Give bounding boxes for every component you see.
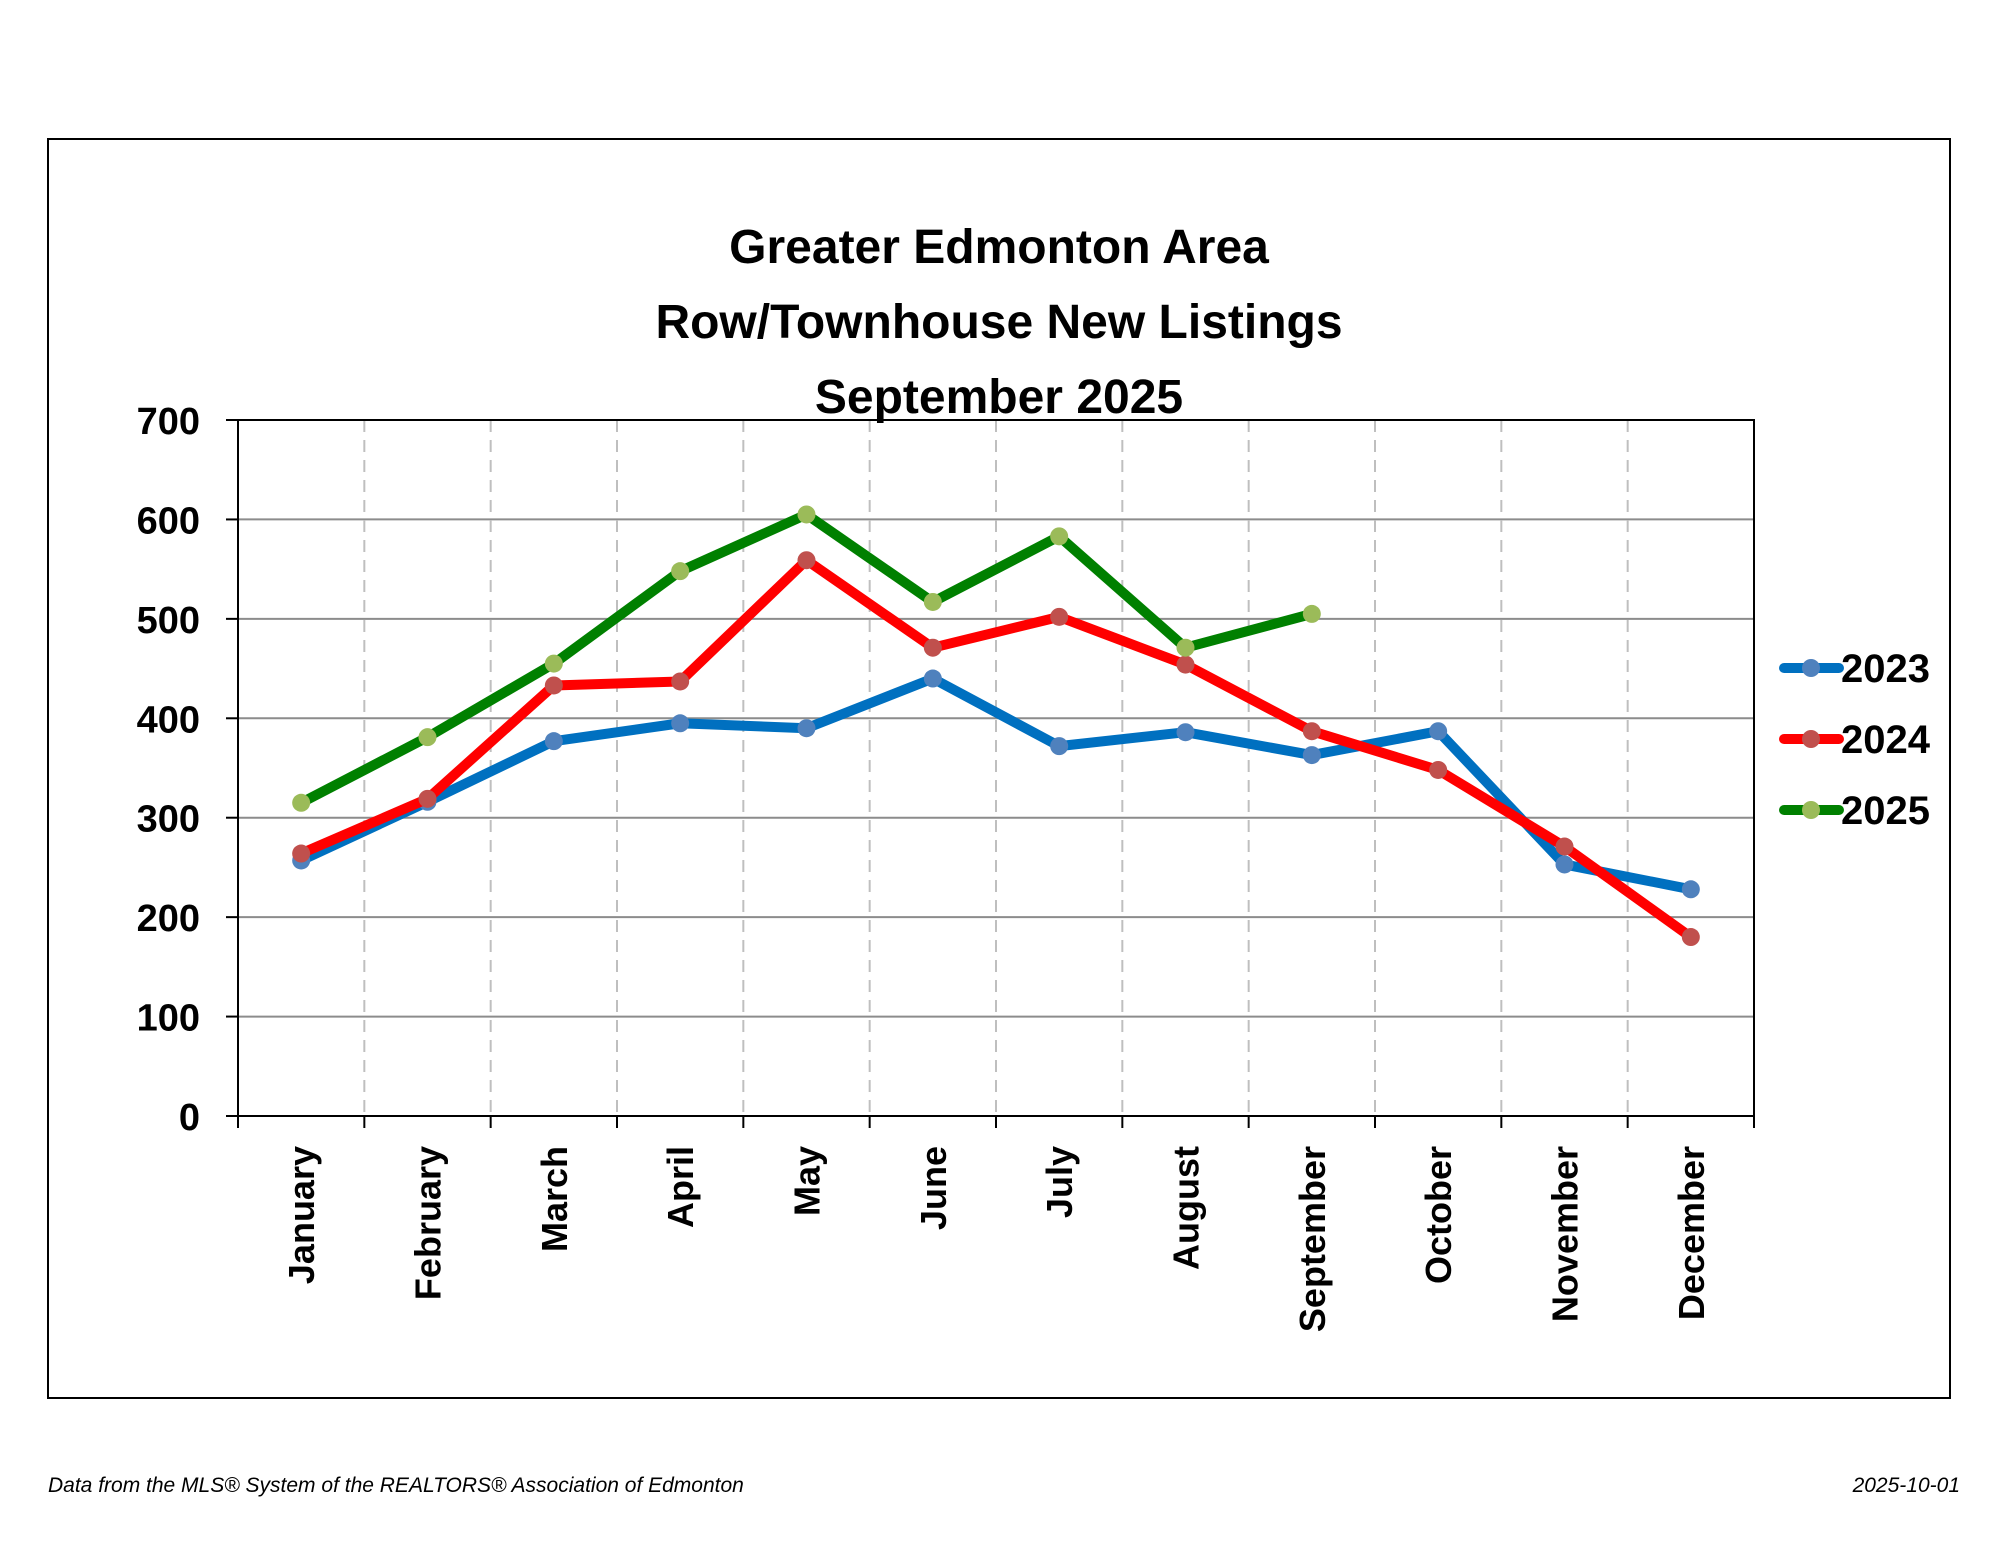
point-2023-april [671, 714, 690, 733]
y-tick-label-200: 200 [137, 898, 200, 940]
y-tick-label-300: 300 [137, 799, 200, 841]
point-2024-december [1681, 928, 1700, 947]
y-tick-label-0: 0 [179, 1097, 200, 1139]
x-tick-label-may: May [787, 1146, 828, 1216]
point-2023-december [1681, 880, 1700, 899]
point-2023-november [1555, 855, 1574, 874]
x-tick-label-january: January [281, 1146, 322, 1284]
chart-frame: Greater Edmonton Area Row/Townhouse New L… [47, 138, 1951, 1399]
legend-label-2024: 2024 [1841, 718, 1931, 762]
footer-date: 2025-10-01 [1852, 1474, 1960, 1497]
x-tick-label-march: March [534, 1146, 575, 1252]
point-2024-september [1302, 722, 1321, 741]
point-2023-july [1050, 737, 1069, 756]
point-2025-july [1050, 527, 1069, 546]
point-2023-march [544, 732, 563, 751]
legend-marker-2024 [1802, 730, 1820, 748]
point-2025-september [1302, 604, 1321, 623]
point-2025-june [923, 592, 942, 611]
point-2024-january [292, 844, 311, 863]
point-2025-may [797, 505, 816, 524]
point-2023-august [1176, 723, 1195, 742]
point-2024-april [671, 672, 690, 691]
chart-title-line-1: Greater Edmonton Area [729, 221, 1269, 274]
y-tick-label-400: 400 [137, 699, 200, 741]
point-2023-june [923, 669, 942, 688]
point-2023-may [797, 719, 816, 738]
point-2025-february [418, 728, 437, 747]
x-tick-label-june: June [913, 1146, 954, 1230]
legend-marker-2023 [1802, 659, 1820, 677]
legend-marker-2025 [1802, 801, 1820, 819]
point-2024-october [1429, 760, 1448, 779]
chart-title-line-2: Row/Townhouse New Listings [655, 296, 1342, 349]
y-tick-label-600: 600 [137, 500, 200, 542]
point-2023-september [1302, 746, 1321, 765]
point-2024-march [544, 676, 563, 695]
point-2025-april [671, 562, 690, 581]
point-2024-may [797, 551, 816, 570]
point-2025-march [544, 654, 563, 673]
legend-label-2025: 2025 [1841, 789, 1930, 833]
x-tick-label-october: October [1418, 1146, 1459, 1284]
x-tick-label-august: August [1166, 1146, 1207, 1270]
x-tick-label-november: November [1545, 1146, 1586, 1322]
x-tick-label-february: February [408, 1146, 449, 1300]
x-tick-label-september: September [1292, 1146, 1333, 1332]
x-tick-label-july: July [1039, 1146, 1080, 1218]
point-2024-july [1050, 607, 1069, 626]
x-tick-label-april: April [660, 1146, 701, 1228]
x-tick-label-december: December [1671, 1146, 1712, 1320]
point-2023-october [1429, 722, 1448, 741]
footer-source: Data from the MLS® System of the REALTOR… [48, 1474, 744, 1497]
point-2025-august [1176, 638, 1195, 657]
y-tick-label-700: 700 [137, 401, 200, 443]
point-2024-june [923, 638, 942, 657]
legend-label-2023: 2023 [1841, 647, 1930, 691]
y-tick-label-100: 100 [137, 998, 200, 1040]
point-2025-january [292, 793, 311, 812]
point-2024-november [1555, 837, 1574, 856]
y-tick-label-500: 500 [137, 600, 200, 642]
chart-title-line-3: September 2025 [815, 371, 1183, 424]
point-2024-august [1176, 655, 1195, 674]
point-2024-february [418, 789, 437, 808]
series-line-2023 [296, 673, 1696, 895]
series-line-2024 [296, 555, 1696, 943]
chart-svg: Greater Edmonton Area Row/Townhouse New L… [137, 221, 1931, 1332]
